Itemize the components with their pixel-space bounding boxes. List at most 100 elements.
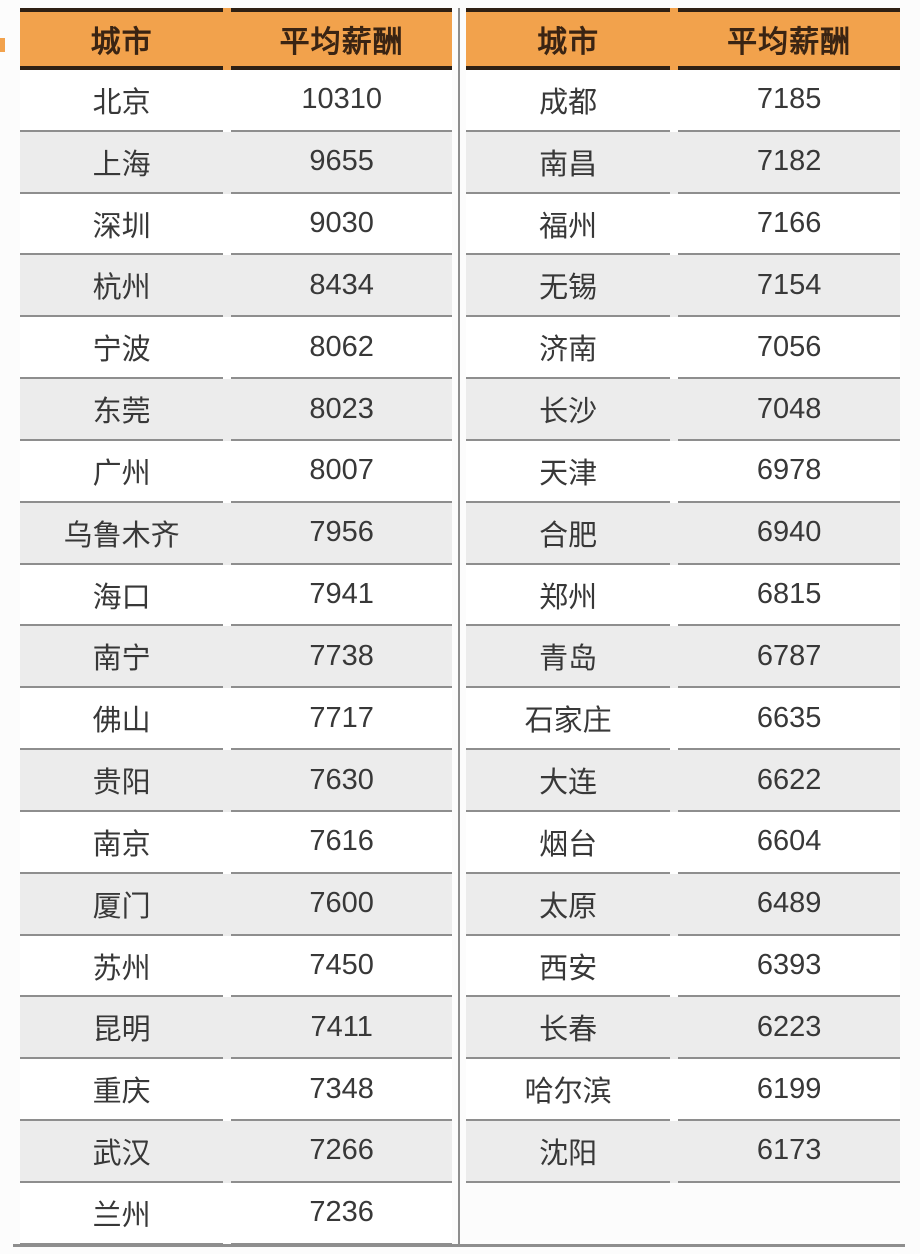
city-cell: 宁波	[20, 317, 224, 380]
city-cell: 重庆	[20, 1059, 224, 1122]
salary-cell: 6604	[678, 812, 900, 874]
table-row: 昆明 7411	[20, 997, 452, 1060]
salary-cell: 8434	[231, 255, 452, 318]
column-gap	[223, 194, 231, 256]
city-cell: 南宁	[20, 626, 224, 689]
column-gap	[223, 8, 232, 70]
salary-cell: 7717	[231, 688, 452, 751]
salary-cell: 7266	[231, 1121, 452, 1183]
city-cell: 北京	[20, 70, 224, 132]
city-cell: 青岛	[466, 626, 671, 689]
salary-cell: 6199	[678, 1059, 900, 1122]
salary-header: 平均薪酬	[231, 8, 452, 70]
column-gap	[670, 194, 678, 256]
table-row: 深圳 9030	[20, 193, 452, 256]
column-gap	[670, 750, 678, 812]
salary-cell: 6622	[678, 750, 900, 812]
column-gap	[223, 626, 231, 688]
city-cell: 上海	[20, 132, 224, 194]
column-gap	[223, 750, 231, 812]
column-gap	[223, 503, 231, 565]
column-gap	[670, 874, 678, 936]
table-row: 广州 8007	[20, 440, 452, 503]
city-cell: 天津	[466, 441, 671, 503]
column-gap	[670, 255, 678, 317]
city-cell: 郑州	[466, 565, 671, 627]
table-row: 苏州 7450	[20, 935, 452, 998]
column-gap	[223, 1121, 231, 1183]
salary-cell: 8007	[231, 441, 452, 503]
bottom-rule	[13, 1244, 905, 1247]
column-gap	[670, 441, 678, 503]
salary-cell: 6635	[678, 688, 900, 751]
salary-cell: 6815	[678, 565, 900, 627]
table-row: 杭州 8434	[20, 255, 452, 318]
city-cell: 大连	[466, 750, 671, 812]
table-row: 大连 6622	[466, 750, 900, 812]
city-cell: 武汉	[20, 1121, 224, 1183]
column-gap	[223, 132, 231, 194]
city-cell: 济南	[466, 317, 671, 380]
table-row: 兰州 7236	[20, 1182, 452, 1245]
table-row: 天津 6978	[466, 440, 900, 503]
table-row: 成都 7185	[466, 70, 900, 132]
salary-cell: 7048	[678, 379, 900, 441]
table-row: 合肥 6940	[466, 502, 900, 565]
column-gap	[670, 565, 678, 627]
salary-cell: 7450	[231, 936, 452, 998]
column-gap	[223, 997, 231, 1059]
city-cell: 苏州	[20, 936, 224, 998]
salary-cell: 6940	[678, 503, 900, 565]
table-row: 北京 10310	[20, 70, 452, 132]
table-row: 海口 7941	[20, 564, 452, 627]
table-row: 南昌 7182	[466, 131, 900, 194]
table-row: 厦门 7600	[20, 873, 452, 936]
city-cell: 成都	[466, 70, 671, 132]
salary-cell: 6393	[678, 936, 900, 998]
table-row: 长沙 7048	[466, 379, 900, 441]
salary-cell: 7236	[231, 1183, 452, 1245]
salary-cell: 6173	[678, 1121, 900, 1183]
table-row: 青岛 6787	[466, 626, 900, 689]
column-gap	[670, 936, 678, 998]
table-row: 贵阳 7630	[20, 750, 452, 812]
column-gap	[670, 626, 678, 688]
column-gap	[670, 317, 678, 379]
column-gap	[223, 874, 231, 936]
salary-cell: 6978	[678, 441, 900, 503]
table-row: 福州 7166	[466, 193, 900, 256]
column-gap	[223, 812, 231, 874]
column-gap	[670, 379, 678, 441]
city-cell: 乌鲁木齐	[20, 503, 224, 565]
city-cell: 西安	[466, 936, 671, 998]
column-gap	[223, 379, 231, 441]
city-cell: 杭州	[20, 255, 224, 318]
salary-cell: 7056	[678, 317, 900, 380]
table-row: 东莞 8023	[20, 379, 452, 441]
column-gap	[670, 8, 679, 70]
city-header: 城市	[466, 8, 671, 70]
column-gap	[670, 812, 678, 874]
table-row: 石家庄 6635	[466, 688, 900, 751]
column-gap	[223, 441, 231, 503]
column-gap	[223, 1059, 231, 1121]
table-row: 长春 6223	[466, 997, 900, 1060]
column-gap	[223, 688, 231, 750]
salary-header: 平均薪酬	[678, 8, 900, 70]
salary-cell: 7630	[231, 750, 452, 812]
column-gap	[670, 503, 678, 565]
column-gap	[223, 1183, 231, 1245]
salary-cell: 7600	[231, 874, 452, 936]
column-gap	[670, 688, 678, 750]
salary-cell: 7182	[678, 132, 900, 194]
table-row: 西安 6393	[466, 935, 900, 998]
salary-cell: 9655	[231, 132, 452, 194]
city-cell: 石家庄	[466, 688, 671, 751]
table-row: 宁波 8062	[20, 317, 452, 380]
salary-cell: 7185	[678, 70, 900, 132]
salary-cell: 6489	[678, 874, 900, 936]
table-body: 北京 10310 上海 9655 深圳 9030 杭州 8434 宁波 8062 东莞 8023 广州 8…	[20, 70, 452, 1245]
city-cell: 东莞	[20, 379, 224, 441]
salary-cell: 7956	[231, 503, 452, 565]
